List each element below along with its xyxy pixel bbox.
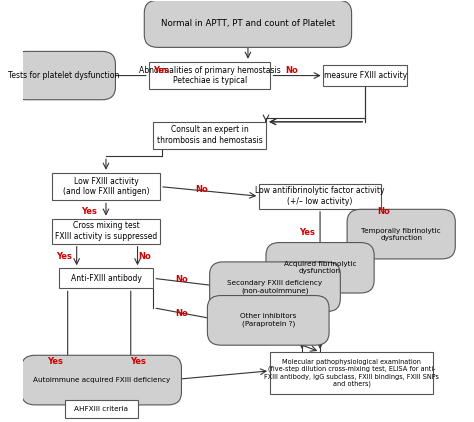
FancyBboxPatch shape <box>323 65 407 86</box>
Text: Other inhibitors
(Paraprotein ?): Other inhibitors (Paraprotein ?) <box>240 314 296 327</box>
Text: No: No <box>175 309 188 318</box>
Text: Yes: Yes <box>56 252 73 260</box>
Text: Yes: Yes <box>299 227 314 236</box>
Text: No: No <box>377 207 390 216</box>
FancyBboxPatch shape <box>52 219 160 244</box>
Text: Abnormalities of primary hemostasis
Petechiae is typical: Abnormalities of primary hemostasis Pete… <box>139 66 281 85</box>
FancyBboxPatch shape <box>13 51 116 100</box>
FancyBboxPatch shape <box>149 62 271 89</box>
Text: measure FXIII activity: measure FXIII activity <box>324 71 407 80</box>
FancyBboxPatch shape <box>59 268 153 288</box>
Text: No: No <box>286 66 299 76</box>
Text: Yes: Yes <box>47 357 63 366</box>
Text: No: No <box>138 252 151 260</box>
Text: Consult an expert in
thrombosis and hemostasis: Consult an expert in thrombosis and hemo… <box>157 125 263 145</box>
Text: Yes: Yes <box>154 66 169 76</box>
FancyBboxPatch shape <box>21 355 182 405</box>
Text: Autoimmune acquired FXIII deficiency: Autoimmune acquired FXIII deficiency <box>33 377 170 383</box>
FancyBboxPatch shape <box>52 173 160 200</box>
FancyBboxPatch shape <box>144 0 352 47</box>
Text: Cross mixing test
FXIII activity is suppressed: Cross mixing test FXIII activity is supp… <box>55 221 157 241</box>
FancyBboxPatch shape <box>271 352 433 394</box>
FancyBboxPatch shape <box>347 209 455 259</box>
FancyBboxPatch shape <box>259 184 381 209</box>
Text: Acquired fibrinolytic
dysfunction: Acquired fibrinolytic dysfunction <box>284 261 356 274</box>
Text: Tests for platelet dysfunction: Tests for platelet dysfunction <box>9 71 120 80</box>
Text: Normal in APTT, PT and count of Platelet: Normal in APTT, PT and count of Platelet <box>161 19 335 28</box>
Text: No: No <box>196 186 209 195</box>
FancyBboxPatch shape <box>65 400 137 417</box>
Text: Anti-FXIII antibody: Anti-FXIII antibody <box>71 274 141 283</box>
Text: Temporally fibrinolytic
dysfunction: Temporally fibrinolytic dysfunction <box>361 227 441 241</box>
FancyBboxPatch shape <box>153 122 266 149</box>
Text: No: No <box>175 276 188 284</box>
Text: AHFXIII criteria: AHFXIII criteria <box>74 406 128 412</box>
Text: Secondary FXIII deficiency
(non-autoimmune): Secondary FXIII deficiency (non-autoimmu… <box>228 280 322 294</box>
Text: Molecular pathophysiological examination
(five-step dilution cross-mixing test, : Molecular pathophysiological examination… <box>264 359 439 387</box>
Text: Yes: Yes <box>130 357 146 366</box>
Text: Low antifibrinolytic factor activity
(+/– low activity): Low antifibrinolytic factor activity (+/… <box>255 187 385 206</box>
FancyBboxPatch shape <box>266 243 374 293</box>
Text: Low FXIII activity
(and low FXIII antigen): Low FXIII activity (and low FXIII antige… <box>63 177 149 197</box>
FancyBboxPatch shape <box>210 262 340 311</box>
FancyBboxPatch shape <box>208 295 329 345</box>
Text: Yes: Yes <box>82 206 97 216</box>
